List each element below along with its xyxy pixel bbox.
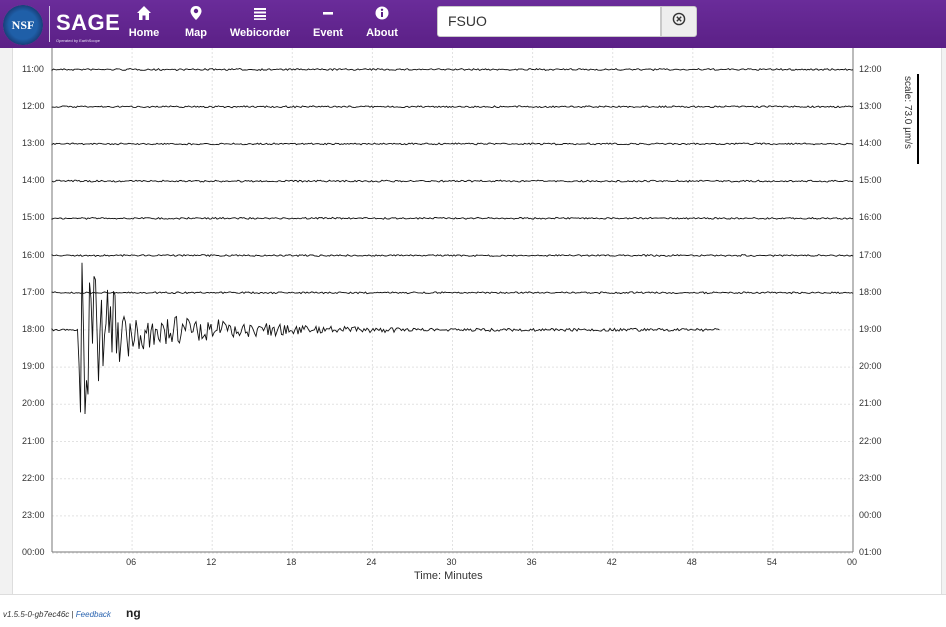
x-tick-label: 06 [126,557,137,567]
scale-label: scale: 73.0 µm/s [902,76,913,150]
row-start-time-label: 16:00 [22,249,45,260]
feedback-link[interactable]: Feedback [75,610,111,619]
version-text: v1.5.5-0-gb7ec46c [3,610,70,619]
nav-home[interactable]: Home [124,5,164,45]
brand-subtitle: Operated by EarthScope [56,38,101,43]
top-navigation-bar: NSF SAGE Operated by EarthScope Home Map… [0,0,946,48]
x-tick-label: 12 [206,557,217,567]
row-start-time-label: 23:00 [22,509,45,520]
webicorder-icon [228,5,292,25]
row-start-time-label: 18:00 [22,323,45,334]
x-tick-label: 00 [847,557,858,567]
row-end-time-label: 21:00 [859,398,882,409]
row-start-time-label: 00:00 [22,547,45,558]
row-end-time-label: 01:00 [859,547,882,558]
row-start-time-label: 20:00 [22,398,45,409]
row-end-time-label: 22:00 [859,435,882,446]
row-start-time-label: 13:00 [22,137,45,148]
row-start-time-label: 12:00 [22,100,45,111]
row-end-time-label: 12:00 [859,63,882,74]
row-start-time-label: 22:00 [22,472,45,483]
x-axis-label: Time: Minutes [414,570,483,582]
row-end-time-label: 13:00 [859,100,882,111]
helicorder-panel [12,48,942,594]
x-tick-label: 48 [686,557,697,567]
nsf-logo[interactable]: NSF [3,5,43,45]
row-end-time-label: 20:00 [859,361,882,372]
row-end-time-label: 19:00 [859,323,882,334]
nav-map[interactable]: Map [180,5,212,45]
sage-brand[interactable]: SAGE [56,10,121,35]
row-end-time-label: 00:00 [859,509,882,520]
x-tick-label: 18 [286,557,297,567]
row-start-time-label: 17:00 [22,286,45,297]
nav-event[interactable]: Event [310,5,346,45]
nav-webicorder[interactable]: Webicorder [228,5,292,45]
x-tick-label: 54 [766,557,777,567]
row-start-time-label: 15:00 [22,212,45,223]
logo-divider [49,6,50,42]
x-tick-label: 24 [366,557,377,567]
row-end-time-label: 17:00 [859,249,882,260]
station-search-input[interactable]: FSUO [437,6,661,37]
search-clear-button[interactable] [661,6,697,37]
x-tick-label: 30 [446,557,457,567]
home-icon [124,5,164,25]
footer-trailing-text: ng [126,606,141,620]
clear-circle-icon [672,12,686,31]
x-tick-label: 42 [606,557,617,567]
row-start-time-label: 14:00 [22,175,45,186]
row-end-time-label: 15:00 [859,175,882,186]
row-start-time-label: 19:00 [22,361,45,372]
footer-separator: | [69,610,76,619]
row-start-time-label: 21:00 [22,435,45,446]
x-tick-label: 36 [526,557,537,567]
event-icon [310,5,346,25]
row-end-time-label: 14:00 [859,137,882,148]
version-info: v1.5.5-0-gb7ec46c | Feedback [3,610,111,619]
row-end-time-label: 23:00 [859,472,882,483]
footer: v1.5.5-0-gb7ec46c | Feedback ng [0,594,946,627]
row-end-time-label: 18:00 [859,286,882,297]
map-pin-icon [180,5,212,25]
info-icon [364,5,400,25]
nav-about[interactable]: About [364,5,400,45]
row-end-time-label: 16:00 [859,212,882,223]
row-start-time-label: 11:00 [22,63,44,74]
